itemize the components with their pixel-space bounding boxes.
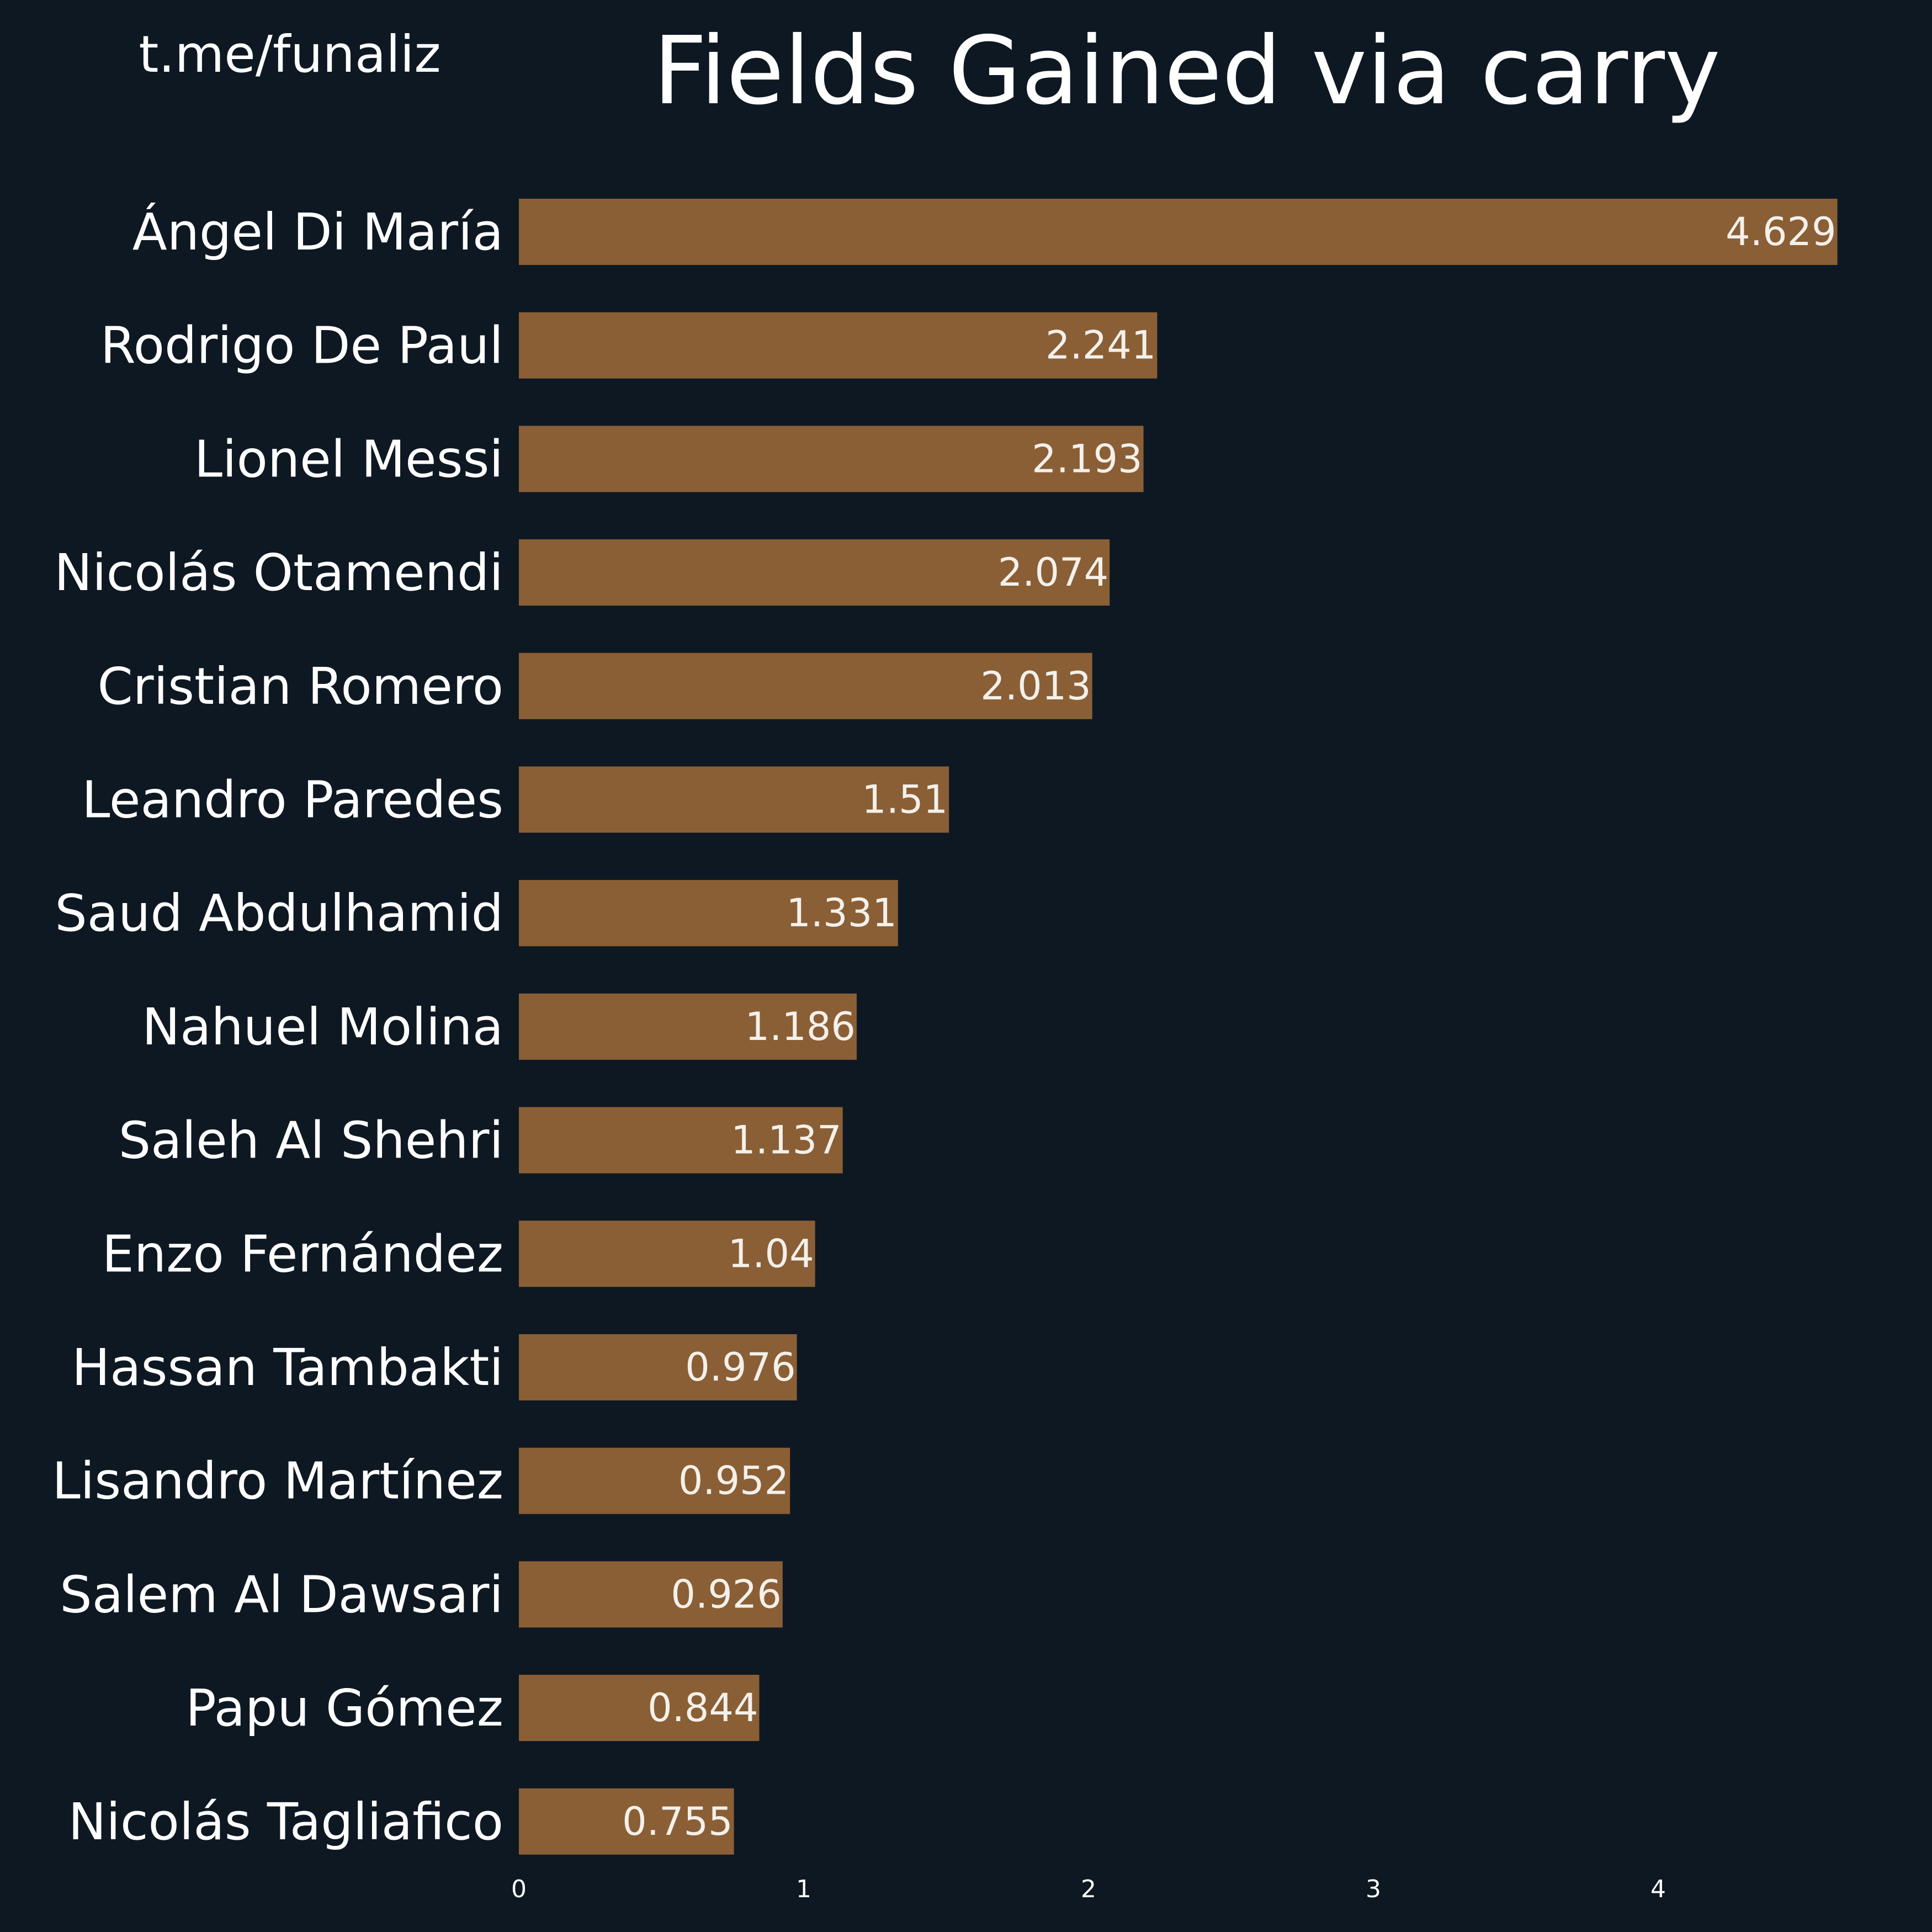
x-tick-label: 4 <box>1650 1875 1666 1903</box>
category-label: Nahuel Molina <box>142 997 503 1057</box>
bar <box>519 766 949 833</box>
bar <box>519 426 1144 492</box>
data-label: 1.51 <box>862 777 948 822</box>
bar <box>519 1220 815 1287</box>
data-label: 2.241 <box>1045 323 1156 368</box>
category-label: Saud Abdulhamid <box>55 884 503 943</box>
category-label: Saleh Al Shehri <box>119 1111 503 1170</box>
category-label: Nicolás Tagliafico <box>68 1792 503 1851</box>
bar <box>519 652 1092 719</box>
bar <box>519 199 1838 265</box>
chart-title: Fields Gained via carry <box>653 17 1721 126</box>
bar <box>519 1561 783 1628</box>
data-label: 1.137 <box>731 1118 841 1163</box>
bar <box>519 1788 734 1855</box>
x-tick-label: 0 <box>511 1875 527 1903</box>
category-labels-layer: Ángel Di María Rodrigo De Paul Lionel Mess… <box>52 202 503 1851</box>
data-label: 0.926 <box>671 1572 781 1617</box>
bar <box>519 312 1158 379</box>
data-label: 0.952 <box>678 1458 789 1504</box>
category-label: Lionel Messi <box>194 429 503 489</box>
bar <box>519 1675 760 1742</box>
data-label: 0.976 <box>685 1345 795 1390</box>
bar <box>519 993 857 1060</box>
data-label: 2.193 <box>1032 436 1142 481</box>
data-label: 0.844 <box>647 1685 758 1731</box>
category-label: Hassan Tambakti <box>72 1338 503 1397</box>
bar <box>519 1107 843 1174</box>
category-label: Lisandro Martínez <box>52 1452 503 1511</box>
bars-layer <box>519 199 1838 1855</box>
category-label: Rodrigo De Paul <box>100 316 503 375</box>
x-tick-label: 1 <box>796 1875 811 1903</box>
x-axis-ticks-layer: 0 1 2 3 4 <box>511 1875 1666 1903</box>
bar <box>519 1447 790 1514</box>
category-label: Cristian Romero <box>97 657 503 716</box>
bar <box>519 880 898 947</box>
category-label: Enzo Fernández <box>102 1224 503 1283</box>
data-label: 1.186 <box>745 1004 856 1049</box>
data-label: 2.013 <box>980 664 1091 709</box>
value-labels-layer: 4.629 2.241 2.193 2.074 2.013 1.51 1.331 1.186 1… <box>622 209 1836 1844</box>
bar <box>519 539 1110 606</box>
data-label: 1.04 <box>728 1231 814 1276</box>
data-label: 1.331 <box>786 890 896 936</box>
x-tick-label: 2 <box>1081 1875 1096 1903</box>
data-label: 0.755 <box>622 1799 733 1844</box>
watermark: t.me/funaliz <box>139 25 441 84</box>
category-label: Salem Al Dawsari <box>60 1565 503 1624</box>
data-label: 2.074 <box>998 550 1108 595</box>
category-label: Ángel Di María <box>132 202 503 262</box>
bar <box>519 1334 797 1400</box>
x-tick-label: 3 <box>1366 1875 1381 1903</box>
category-label: Nicolás Otamendi <box>54 543 503 602</box>
data-label: 4.629 <box>1726 209 1836 254</box>
category-label: Papu Gómez <box>185 1679 503 1738</box>
category-label: Leandro Paredes <box>82 771 503 830</box>
